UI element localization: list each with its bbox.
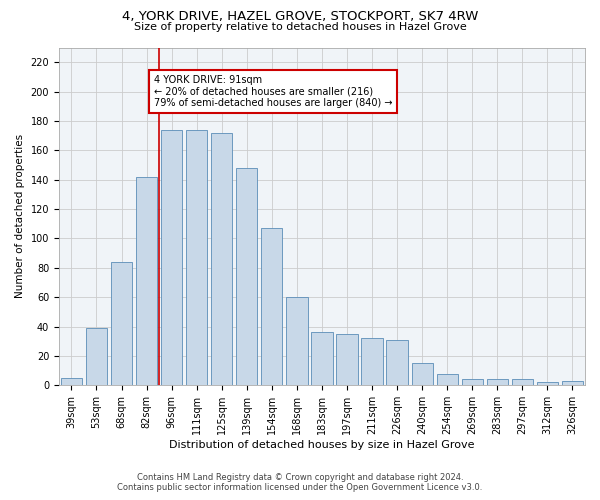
Bar xyxy=(562,381,583,386)
Bar xyxy=(136,177,157,386)
Bar xyxy=(412,364,433,386)
Bar xyxy=(437,374,458,386)
Text: 4 YORK DRIVE: 91sqm
← 20% of detached houses are smaller (216)
79% of semi-detac: 4 YORK DRIVE: 91sqm ← 20% of detached ho… xyxy=(154,74,392,108)
Y-axis label: Number of detached properties: Number of detached properties xyxy=(15,134,25,298)
Text: Size of property relative to detached houses in Hazel Grove: Size of property relative to detached ho… xyxy=(134,22,466,32)
Bar xyxy=(537,382,558,386)
Text: 4, YORK DRIVE, HAZEL GROVE, STOCKPORT, SK7 4RW: 4, YORK DRIVE, HAZEL GROVE, STOCKPORT, S… xyxy=(122,10,478,23)
Bar xyxy=(512,380,533,386)
Bar xyxy=(111,262,132,386)
Bar xyxy=(86,328,107,386)
Bar xyxy=(61,378,82,386)
Bar xyxy=(487,380,508,386)
Bar xyxy=(337,334,358,386)
Bar xyxy=(161,130,182,386)
Bar xyxy=(286,297,308,386)
Bar xyxy=(311,332,332,386)
Bar xyxy=(361,338,383,386)
Bar xyxy=(211,132,232,386)
Bar xyxy=(461,380,483,386)
Bar xyxy=(236,168,257,386)
Text: Contains HM Land Registry data © Crown copyright and database right 2024.
Contai: Contains HM Land Registry data © Crown c… xyxy=(118,473,482,492)
X-axis label: Distribution of detached houses by size in Hazel Grove: Distribution of detached houses by size … xyxy=(169,440,475,450)
Bar xyxy=(386,340,408,386)
Bar xyxy=(261,228,283,386)
Bar xyxy=(186,130,208,386)
